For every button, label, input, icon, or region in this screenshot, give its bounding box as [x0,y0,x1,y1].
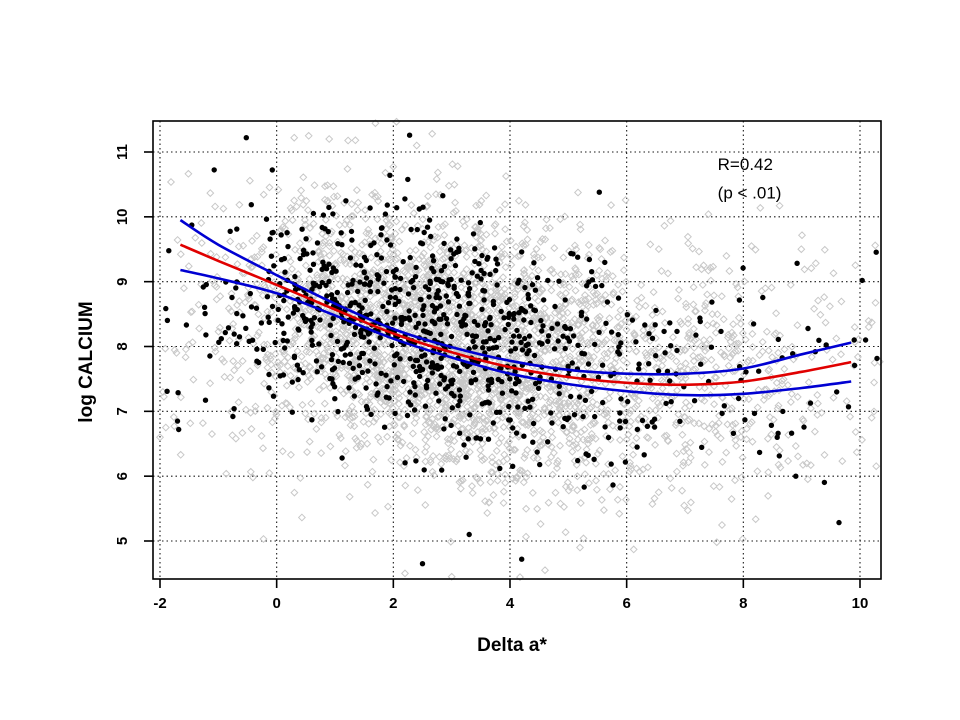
tick-label-layer: -2 0 2 4 6 8 10 5 6 7 8 9 10 11 [114,144,868,612]
black-scatter-points [163,132,880,567]
x-tick-label: 2 [389,595,397,612]
x-tick-label: 0 [272,595,280,612]
y-tick-label: 11 [114,144,131,160]
x-tick-label: 4 [506,595,515,612]
black-dot-points-path [163,132,880,567]
y-tick-label: 7 [114,407,131,415]
y-tick-label: 5 [114,537,131,545]
plot-border [152,120,882,580]
confidence-band-lower [180,268,852,397]
fit-curve-red [179,243,852,387]
y-tick-label: 9 [114,277,131,285]
x-axis-title: Delta a* [477,635,547,656]
tick-layer [144,151,861,588]
correlation-annotation: R=0.42 [718,155,773,174]
x-tick-label: -2 [153,595,166,612]
x-tick-label: 6 [622,595,630,612]
y-tick-label: 6 [114,472,131,480]
confidence-band-upper [179,219,852,376]
regression-curves [179,219,852,397]
x-tick-label: 8 [739,595,747,612]
pvalue-annotation: (p < .01) [718,184,782,203]
y-tick-label: 10 [114,208,131,225]
y-tick-label: 8 [114,342,131,350]
y-axis-title: log CALCIUM [76,301,97,422]
x-tick-label: 10 [852,595,869,612]
